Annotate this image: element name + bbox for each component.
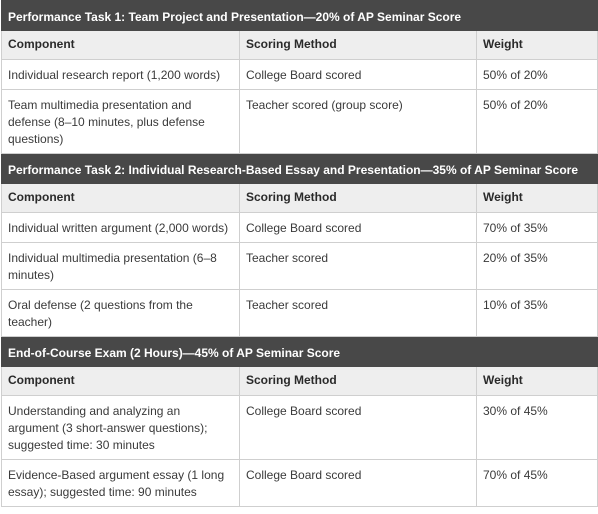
scoring-method-cell: College Board scored bbox=[239, 395, 477, 460]
weight-cell: 50% of 20% bbox=[475, 89, 598, 154]
weight-cell: 30% of 45% bbox=[475, 395, 598, 460]
weight-cell: 20% of 35% bbox=[475, 242, 598, 290]
table-row: Oral defense (2 questions from the teach… bbox=[1, 289, 598, 337]
weight-cell: 70% of 35% bbox=[475, 212, 598, 243]
column-header-component: Component bbox=[1, 183, 240, 213]
column-header-weight: Weight bbox=[475, 30, 598, 60]
section-title-row: End-of-Course Exam (2 Hours)—45% of AP S… bbox=[0, 336, 598, 367]
column-header-scoring-method: Scoring Method bbox=[239, 183, 477, 213]
component-cell: Oral defense (2 questions from the teach… bbox=[1, 289, 240, 337]
table-row: Understanding and analyzing an argument … bbox=[1, 395, 598, 460]
weight-cell: 70% of 45% bbox=[475, 459, 598, 507]
scoring-method-cell: Teacher scored (group score) bbox=[239, 89, 477, 154]
scoring-method-cell: Teacher scored bbox=[239, 289, 477, 337]
component-cell: Evidence-Based argument essay (1 long es… bbox=[1, 459, 240, 507]
column-header-row: Component Scoring Method Weight bbox=[1, 366, 598, 396]
column-header-component: Component bbox=[1, 30, 240, 60]
section-title: Performance Task 1: Team Project and Pre… bbox=[0, 0, 598, 31]
table-row: Individual written argument (2,000 words… bbox=[1, 212, 598, 243]
section-title: Performance Task 2: Individual Research-… bbox=[0, 153, 598, 184]
column-header-scoring-method: Scoring Method bbox=[239, 30, 477, 60]
weight-cell: 10% of 35% bbox=[475, 289, 598, 337]
scoring-method-cell: Teacher scored bbox=[239, 242, 477, 290]
weight-cell: 50% of 20% bbox=[475, 59, 598, 90]
column-header-weight: Weight bbox=[475, 366, 598, 396]
scoring-method-cell: College Board scored bbox=[239, 459, 477, 507]
component-cell: Individual research report (1,200 words) bbox=[1, 59, 240, 90]
table-row: Individual multimedia presentation (6–8 … bbox=[1, 242, 598, 290]
column-header-row: Component Scoring Method Weight bbox=[1, 30, 598, 60]
column-header-row: Component Scoring Method Weight bbox=[1, 183, 598, 213]
section-title-row: Performance Task 2: Individual Research-… bbox=[0, 153, 598, 184]
component-cell: Individual multimedia presentation (6–8 … bbox=[1, 242, 240, 290]
table-row: Team multimedia presentation and defense… bbox=[1, 89, 598, 154]
component-cell: Team multimedia presentation and defense… bbox=[1, 89, 240, 154]
section-title-row: Performance Task 1: Team Project and Pre… bbox=[0, 0, 598, 31]
section-title: End-of-Course Exam (2 Hours)—45% of AP S… bbox=[0, 336, 598, 367]
scoring-method-cell: College Board scored bbox=[239, 59, 477, 90]
scoring-method-cell: College Board scored bbox=[239, 212, 477, 243]
column-header-weight: Weight bbox=[475, 183, 598, 213]
table-row: Individual research report (1,200 words)… bbox=[1, 59, 598, 90]
column-header-component: Component bbox=[1, 366, 240, 396]
component-cell: Understanding and analyzing an argument … bbox=[1, 395, 240, 460]
column-header-scoring-method: Scoring Method bbox=[239, 366, 477, 396]
table-row: Evidence-Based argument essay (1 long es… bbox=[1, 459, 598, 507]
component-cell: Individual written argument (2,000 words… bbox=[1, 212, 240, 243]
